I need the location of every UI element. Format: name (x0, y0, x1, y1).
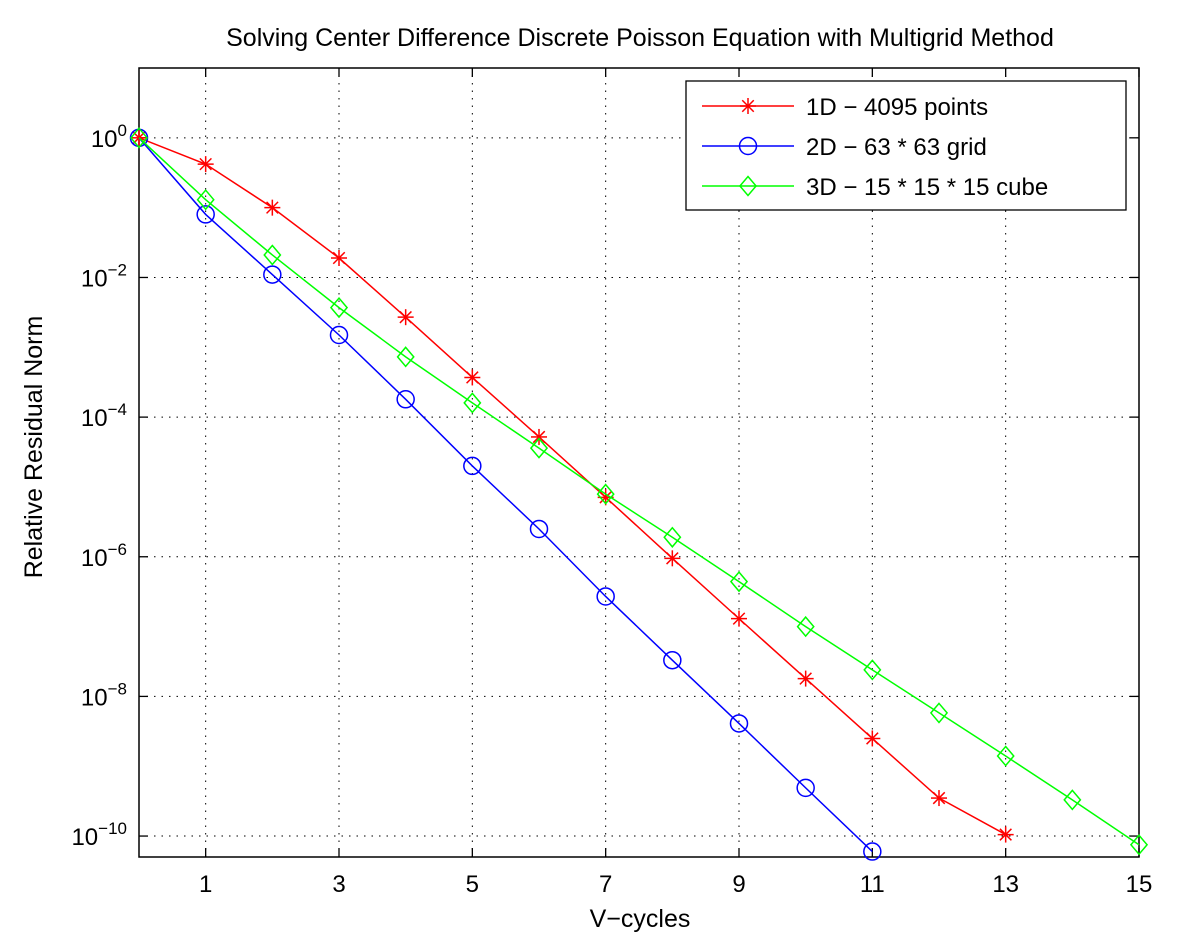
data-point (264, 199, 281, 216)
data-point (396, 390, 415, 409)
x-tick-label: 3 (332, 871, 345, 898)
data-point (531, 428, 547, 445)
y-tick-exponent: −8 (108, 679, 127, 698)
legend-marker (740, 98, 756, 114)
data-point (663, 650, 682, 670)
x-tick-label: 9 (732, 871, 745, 898)
data-point (329, 296, 349, 319)
data-point (397, 309, 414, 326)
chart-title: Solving Center Difference Discrete Poiss… (226, 24, 1054, 52)
data-point (396, 346, 415, 368)
y-tick-label: 100 (91, 121, 127, 153)
y-tick-base: 10 (81, 545, 108, 572)
y-tick-label: 10−2 (81, 260, 127, 292)
y-tick-label: 10−6 (81, 540, 127, 572)
data-point (663, 526, 682, 548)
data-point (729, 714, 749, 733)
data-point (797, 670, 814, 687)
y-tick-base: 10 (81, 265, 108, 292)
data-point (1129, 834, 1149, 856)
data-point (731, 610, 747, 627)
data-point (796, 778, 815, 798)
x-axis-title: V−cycles (590, 905, 691, 933)
legend-label: 2D − 63 * 63 grid (806, 134, 987, 161)
data-point (263, 265, 282, 284)
data-point (863, 842, 882, 861)
data-point (329, 325, 349, 345)
legend-item: 3D − 15 * 15 * 15 cube (702, 174, 1048, 201)
data-point (196, 189, 215, 211)
y-tick-base: 10 (91, 126, 118, 153)
data-point (863, 659, 882, 681)
series-3 (129, 127, 1149, 856)
series-line (138, 137, 1007, 836)
y-tick-exponent: −6 (108, 540, 127, 559)
data-point (931, 790, 947, 807)
x-tick-label: 1 (199, 871, 212, 898)
plot-frame (138, 67, 1140, 858)
data-point (729, 570, 749, 593)
y-tick-exponent: −4 (108, 400, 127, 419)
y-tick-base: 10 (81, 405, 108, 432)
data-point (197, 156, 214, 173)
legend-label: 1D − 4095 points (806, 94, 988, 121)
data-point (864, 730, 881, 747)
y-tick-exponent: −2 (108, 260, 127, 279)
x-tick-label: 5 (466, 871, 479, 898)
legend-label: 3D − 15 * 15 * 15 cube (806, 174, 1048, 201)
y-axis-title: Relative Residual Norm (20, 316, 48, 579)
data-point (596, 483, 615, 505)
data-point (664, 550, 681, 567)
y-tick-exponent: −10 (98, 819, 127, 838)
series-line (138, 137, 873, 853)
legend-marker (738, 175, 758, 197)
y-tick-base: 10 (71, 824, 98, 851)
series-1 (131, 129, 1014, 843)
data-point (929, 702, 949, 724)
data-point (996, 745, 1015, 767)
y-tick-base: 10 (81, 684, 108, 711)
legend-marker (738, 136, 758, 156)
x-tick-label: 7 (599, 871, 612, 898)
data-point (596, 587, 615, 606)
x-tick-label: 15 (1126, 871, 1153, 898)
y-tick-label: 10−8 (81, 679, 127, 711)
x-tick-label: 11 (860, 871, 885, 898)
data-point (129, 127, 149, 149)
y-tick-label: 10−4 (81, 400, 127, 432)
legend: 1D − 4095 points 2D − 63 * 63 grid 3D − 15… (685, 80, 1127, 211)
data-point (463, 392, 482, 414)
data-point (196, 205, 215, 224)
data-point (529, 519, 549, 539)
series-layer (129, 127, 1149, 861)
y-tick-label: 10−10 (71, 819, 127, 851)
legend-item: 1D − 4095 points (702, 94, 988, 121)
data-point (331, 250, 347, 267)
legend-item: 2D − 63 * 63 grid (702, 134, 987, 161)
data-point (464, 369, 481, 386)
x-tick-label: 13 (992, 871, 1019, 898)
data-point (997, 826, 1014, 843)
series-2 (129, 128, 882, 861)
data-point (263, 244, 282, 266)
y-tick-exponent: 0 (118, 121, 127, 140)
series-line (138, 137, 1140, 846)
data-point (529, 437, 549, 459)
data-point (463, 456, 482, 476)
data-point (1063, 789, 1082, 811)
data-point (796, 615, 815, 638)
